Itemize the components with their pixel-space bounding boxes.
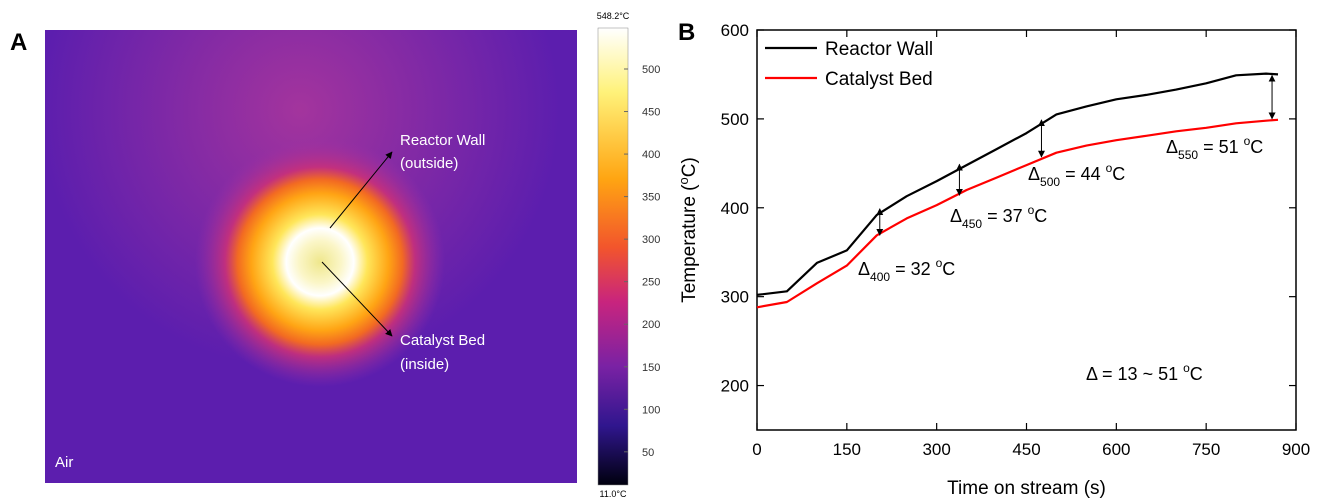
annotation-symbol: Δ (1086, 364, 1098, 384)
chart: B 200 300 400 500 600 0 150 300 450 600 750 900 Time … (676, 19, 1310, 499)
x-axis-title: Time on stream (s) (947, 478, 1106, 499)
panel-label: B (678, 19, 695, 46)
arrow (321, 261, 393, 337)
annotation-unit: C (942, 259, 955, 279)
annotation-sub: 450 (962, 217, 982, 231)
arrow (329, 151, 393, 229)
annotation-sup: o (1244, 134, 1251, 148)
plot-frame (756, 29, 1297, 431)
annotation-sup: o (936, 256, 943, 270)
colorbar (597, 27, 629, 486)
x-tick-label: 450 (1012, 440, 1040, 459)
colorbar-tick-label: 450 (642, 107, 660, 119)
annotation: Δ550 = 51 oC (1166, 134, 1263, 162)
annotation-symbol: Δ (1028, 164, 1040, 184)
y-tick-label: 400 (721, 199, 749, 218)
colorbar-tick-label: 100 (642, 404, 660, 416)
x-tick-label: 300 (922, 440, 950, 459)
hot-spot (45, 30, 577, 483)
x-tick-label: 0 (752, 440, 761, 459)
annotation-sub: 500 (1040, 175, 1060, 189)
wall-label: Reactor Wall (400, 132, 485, 149)
bed-label: (inside) (400, 356, 449, 373)
colorbar-tick-label: 200 (642, 319, 660, 331)
y-tick-label: 300 (721, 288, 749, 307)
annotation: Δ = 13 ~ 51 oC (1086, 361, 1203, 384)
wall-label: (outside) (400, 155, 458, 172)
annotation-unit: C (1250, 137, 1263, 157)
legend-label: Reactor Wall (825, 39, 933, 60)
y-title-part: C) (679, 157, 700, 177)
annotation-text: = 51 (1198, 137, 1244, 157)
x-tick-label: 150 (833, 440, 861, 459)
annotation: Δ400 = 32 oC (858, 256, 955, 284)
colorbar-tick-label: 500 (642, 64, 660, 76)
annotation-unit: C (1034, 206, 1047, 226)
annotation-text: = 37 (982, 206, 1028, 226)
colorbar-tick-label: 350 (642, 192, 660, 204)
annotation-sup: o (1028, 203, 1035, 217)
annotation-text: = 44 (1060, 164, 1106, 184)
bed-label: Catalyst Bed (400, 332, 485, 349)
series-line (756, 118, 1279, 309)
annotation-sup: o (1183, 361, 1190, 375)
colorbar-tick-label: 150 (642, 362, 660, 374)
colorbar-tick-label: 400 (642, 149, 660, 161)
y-tick-label: 500 (721, 110, 749, 129)
air-label: Air (55, 454, 73, 471)
colorbar-tick-label: 250 (642, 277, 660, 289)
annotation: Δ500 = 44 oC (1028, 161, 1125, 189)
x-tick-label: 900 (1282, 440, 1310, 459)
colorbar-tick-label: 50 (642, 447, 654, 459)
y-tick-label: 600 (721, 21, 749, 40)
annotation-text: = 13 ~ 51 (1097, 364, 1183, 384)
colorbar-min: 11.0°C (600, 489, 627, 499)
y-title-sup: o (676, 177, 691, 184)
annotation-unit: C (1112, 164, 1125, 184)
y-tick-label: 200 (721, 377, 749, 396)
legend-label: Catalyst Bed (825, 69, 933, 90)
y-axis-title: Temperature (oC) (676, 157, 700, 303)
annotation-symbol: Δ (1166, 137, 1178, 157)
annotation: Δ450 = 37 oC (950, 203, 1047, 231)
annotation-sub: 550 (1178, 148, 1198, 162)
annotation-text: = 32 (890, 259, 936, 279)
x-tick-label: 600 (1102, 440, 1130, 459)
annotation-symbol: Δ (950, 206, 962, 226)
panel-label: A (10, 29, 27, 56)
annotation-unit: C (1190, 364, 1203, 384)
annotation-sup: o (1106, 161, 1113, 175)
colorbar-max: 548.2°C (597, 11, 630, 21)
x-tick-label: 750 (1192, 440, 1220, 459)
annotation-symbol: Δ (858, 259, 870, 279)
colorbar-tick-label: 300 (642, 234, 660, 246)
series-line (756, 72, 1279, 296)
annotation-sub: 400 (870, 270, 890, 284)
colorbar-ticks: 50 100 150 200 250 300 350 400 450 500 (624, 64, 660, 459)
y-title-part: Temperature ( (679, 184, 700, 303)
